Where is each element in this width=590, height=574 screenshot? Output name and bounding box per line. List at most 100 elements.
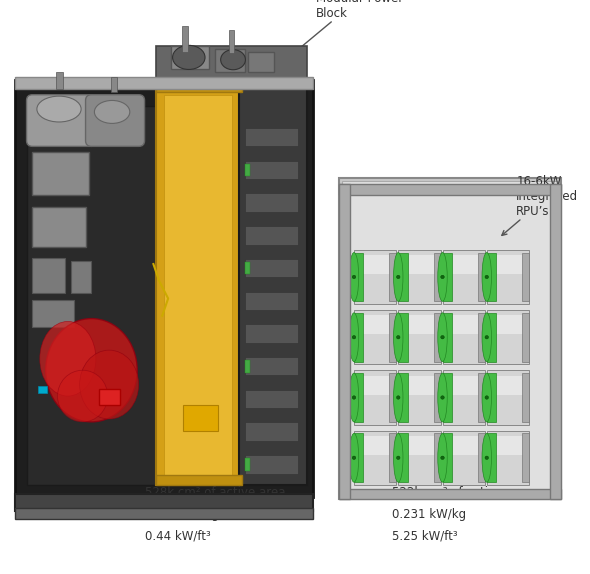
FancyBboxPatch shape <box>245 128 298 146</box>
FancyBboxPatch shape <box>38 386 47 393</box>
Ellipse shape <box>349 373 359 422</box>
FancyBboxPatch shape <box>487 433 496 482</box>
FancyBboxPatch shape <box>339 184 560 195</box>
Ellipse shape <box>438 433 447 482</box>
FancyBboxPatch shape <box>522 313 529 362</box>
FancyBboxPatch shape <box>239 86 307 485</box>
FancyBboxPatch shape <box>245 422 298 441</box>
FancyBboxPatch shape <box>86 95 145 146</box>
FancyBboxPatch shape <box>434 253 441 301</box>
FancyBboxPatch shape <box>398 310 441 364</box>
Text: 16-6kW
Integrated
RPU’s: 16-6kW Integrated RPU’s <box>502 175 578 235</box>
FancyBboxPatch shape <box>399 255 440 274</box>
Ellipse shape <box>40 321 96 396</box>
FancyBboxPatch shape <box>522 373 529 422</box>
FancyBboxPatch shape <box>354 370 396 425</box>
FancyBboxPatch shape <box>444 375 484 395</box>
Circle shape <box>396 335 400 339</box>
FancyBboxPatch shape <box>478 373 485 422</box>
FancyBboxPatch shape <box>434 313 441 362</box>
FancyBboxPatch shape <box>488 255 528 274</box>
FancyBboxPatch shape <box>339 489 560 499</box>
FancyBboxPatch shape <box>434 373 441 422</box>
Ellipse shape <box>94 100 130 123</box>
FancyBboxPatch shape <box>245 259 298 277</box>
FancyBboxPatch shape <box>339 178 560 499</box>
Circle shape <box>396 396 400 400</box>
FancyBboxPatch shape <box>550 184 560 499</box>
FancyBboxPatch shape <box>487 430 529 485</box>
FancyBboxPatch shape <box>245 357 298 375</box>
FancyBboxPatch shape <box>15 494 313 511</box>
Circle shape <box>485 276 489 279</box>
FancyBboxPatch shape <box>487 370 529 425</box>
FancyBboxPatch shape <box>488 375 528 395</box>
FancyBboxPatch shape <box>442 253 452 301</box>
Circle shape <box>441 456 444 459</box>
FancyBboxPatch shape <box>399 375 440 395</box>
FancyBboxPatch shape <box>354 253 363 301</box>
FancyBboxPatch shape <box>354 250 396 304</box>
FancyBboxPatch shape <box>398 373 408 422</box>
FancyBboxPatch shape <box>442 433 452 482</box>
FancyBboxPatch shape <box>355 436 395 455</box>
FancyBboxPatch shape <box>398 253 408 301</box>
FancyBboxPatch shape <box>56 72 63 89</box>
FancyBboxPatch shape <box>354 313 363 362</box>
Circle shape <box>396 456 400 459</box>
FancyBboxPatch shape <box>183 405 218 430</box>
FancyBboxPatch shape <box>245 164 250 176</box>
FancyBboxPatch shape <box>171 46 209 69</box>
Ellipse shape <box>37 96 81 122</box>
Ellipse shape <box>482 373 491 422</box>
Ellipse shape <box>58 370 108 422</box>
FancyBboxPatch shape <box>32 152 88 195</box>
Circle shape <box>485 396 489 400</box>
Circle shape <box>441 335 444 339</box>
Ellipse shape <box>349 253 359 301</box>
FancyBboxPatch shape <box>15 508 313 519</box>
FancyBboxPatch shape <box>245 390 298 408</box>
Text: 0.015 kW/kg: 0.015 kW/kg <box>145 507 218 521</box>
FancyBboxPatch shape <box>444 436 484 455</box>
FancyBboxPatch shape <box>354 433 363 482</box>
FancyBboxPatch shape <box>442 250 485 304</box>
Circle shape <box>396 276 400 279</box>
FancyBboxPatch shape <box>442 373 452 422</box>
Ellipse shape <box>221 50 245 70</box>
FancyBboxPatch shape <box>487 253 496 301</box>
FancyBboxPatch shape <box>487 373 496 422</box>
FancyBboxPatch shape <box>248 52 274 72</box>
FancyBboxPatch shape <box>522 253 529 301</box>
FancyBboxPatch shape <box>32 300 74 327</box>
FancyBboxPatch shape <box>389 373 396 422</box>
FancyBboxPatch shape <box>442 313 452 362</box>
Ellipse shape <box>394 253 403 301</box>
FancyBboxPatch shape <box>478 433 485 482</box>
FancyBboxPatch shape <box>164 95 232 479</box>
FancyBboxPatch shape <box>444 255 484 274</box>
Text: 0.44 kW/ft³: 0.44 kW/ft³ <box>145 529 210 542</box>
FancyBboxPatch shape <box>245 360 250 373</box>
FancyBboxPatch shape <box>398 250 441 304</box>
FancyBboxPatch shape <box>342 181 558 497</box>
FancyBboxPatch shape <box>32 258 65 293</box>
Ellipse shape <box>482 253 491 301</box>
Text: 1-100kW
Modular Power
Block: 1-100kW Modular Power Block <box>275 0 403 69</box>
Ellipse shape <box>438 373 447 422</box>
FancyBboxPatch shape <box>245 262 250 274</box>
FancyBboxPatch shape <box>32 207 86 247</box>
FancyBboxPatch shape <box>355 316 395 335</box>
Ellipse shape <box>438 313 447 362</box>
FancyBboxPatch shape <box>156 46 307 83</box>
FancyBboxPatch shape <box>398 430 441 485</box>
Circle shape <box>352 456 356 459</box>
FancyBboxPatch shape <box>442 370 485 425</box>
Ellipse shape <box>349 313 359 362</box>
Text: 5.25 kW/ft³: 5.25 kW/ft³ <box>392 529 458 542</box>
FancyBboxPatch shape <box>398 370 441 425</box>
FancyBboxPatch shape <box>398 433 408 482</box>
Text: 0.231 kW/kg: 0.231 kW/kg <box>392 507 467 521</box>
Circle shape <box>441 396 444 400</box>
FancyBboxPatch shape <box>389 253 396 301</box>
